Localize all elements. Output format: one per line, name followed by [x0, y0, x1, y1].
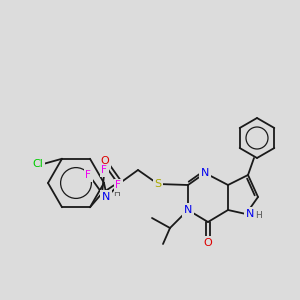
Text: N: N: [184, 205, 192, 215]
Text: H: H: [112, 188, 119, 197]
Text: N: N: [246, 209, 254, 219]
Text: O: O: [204, 238, 212, 248]
Text: N: N: [102, 192, 110, 202]
Text: H: H: [256, 211, 262, 220]
Text: N: N: [201, 168, 209, 178]
Text: F: F: [101, 165, 107, 175]
Text: O: O: [100, 156, 109, 166]
Text: Cl: Cl: [33, 159, 44, 169]
Text: F: F: [115, 180, 121, 190]
Text: F: F: [85, 170, 91, 180]
Text: S: S: [154, 179, 162, 189]
